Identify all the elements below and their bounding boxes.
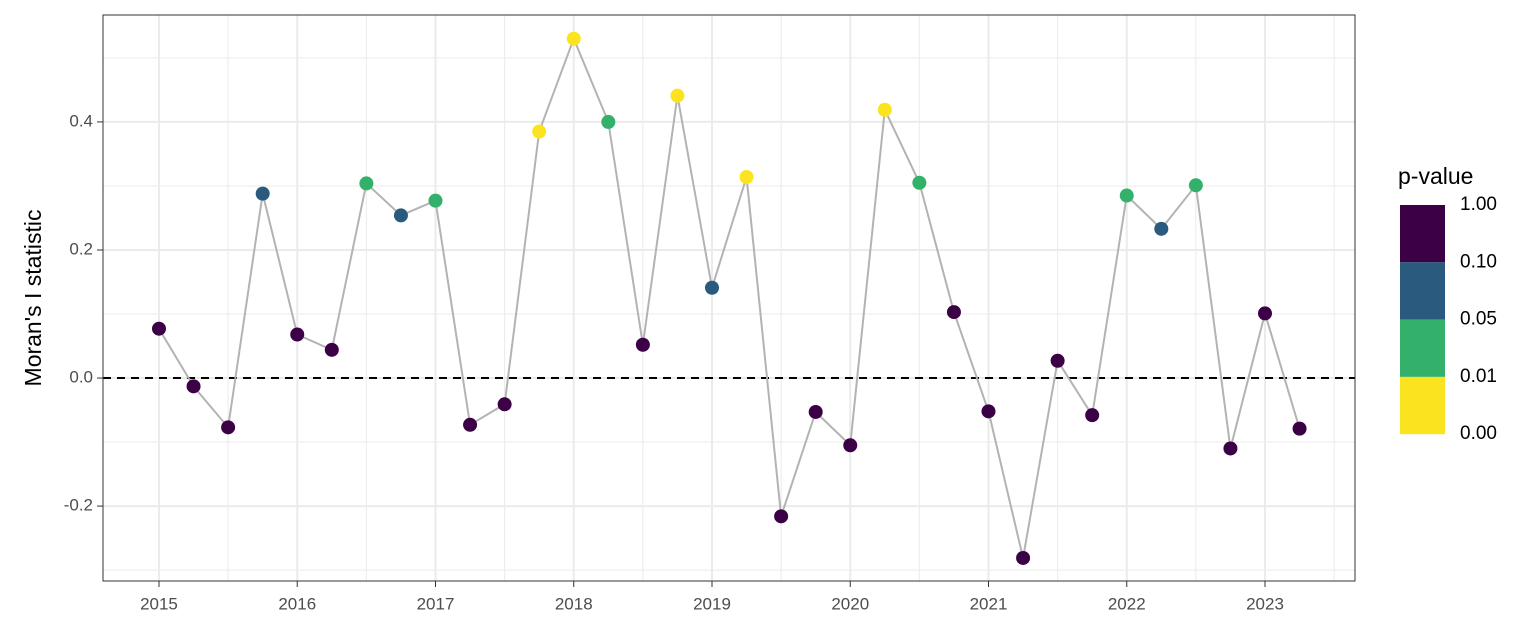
- point: [1257, 306, 1272, 321]
- y-tick-label: 0.4: [69, 111, 93, 130]
- point: [774, 509, 789, 524]
- point: [255, 186, 270, 201]
- x-tick-label: 2015: [140, 594, 178, 613]
- x-tick-label: 2018: [555, 594, 593, 613]
- point: [808, 404, 823, 419]
- point: [566, 31, 581, 46]
- y-tick-label: -0.2: [64, 496, 93, 515]
- point: [635, 337, 650, 352]
- point: [1119, 188, 1134, 203]
- point: [186, 379, 201, 394]
- y-tick-label: 0.2: [69, 239, 93, 258]
- point: [843, 438, 858, 453]
- point: [1016, 550, 1031, 565]
- x-tick-label: 2022: [1108, 594, 1146, 613]
- point: [290, 327, 305, 342]
- point: [912, 175, 927, 190]
- legend-label: 0.10: [1460, 251, 1497, 272]
- point: [221, 420, 236, 435]
- point: [1292, 421, 1307, 436]
- point: [601, 114, 616, 129]
- y-axis-title: Moran's I statistic: [20, 210, 46, 387]
- legend-swatch: [1400, 205, 1445, 263]
- point: [1050, 353, 1065, 368]
- point: [393, 208, 408, 223]
- legend-swatch: [1400, 376, 1445, 435]
- point: [946, 305, 961, 320]
- point: [1223, 441, 1238, 456]
- legend-title: p-value: [1398, 163, 1473, 189]
- point: [704, 280, 719, 295]
- point: [1154, 221, 1169, 236]
- legend-label: 0.01: [1460, 366, 1497, 387]
- plot-border: [102, 14, 1356, 582]
- point: [532, 124, 547, 139]
- x-tick-label: 2021: [970, 594, 1008, 613]
- point: [981, 404, 996, 419]
- point: [359, 176, 374, 191]
- point: [324, 342, 339, 357]
- legend-label: 0.05: [1460, 309, 1497, 330]
- x-tick-label: 2017: [417, 594, 455, 613]
- x-tick-label: 2016: [278, 594, 316, 613]
- point: [877, 102, 892, 117]
- point: [497, 397, 512, 412]
- legend-swatch: [1400, 319, 1445, 377]
- point: [670, 88, 685, 103]
- x-tick-label: 2020: [831, 594, 869, 613]
- point: [1188, 178, 1203, 193]
- point: [463, 417, 478, 432]
- line: [158, 35, 1301, 559]
- point: [151, 321, 166, 336]
- point: [1085, 408, 1100, 423]
- x-tick-label: 2023: [1246, 594, 1284, 613]
- point: [739, 169, 754, 184]
- point: [428, 193, 443, 208]
- legend-swatch: [1400, 262, 1445, 320]
- y-tick-label: 0.0: [69, 368, 93, 387]
- legend-label: 1.00: [1460, 194, 1497, 215]
- x-tick-label: 2019: [693, 594, 731, 613]
- legend-label: 0.00: [1460, 423, 1497, 444]
